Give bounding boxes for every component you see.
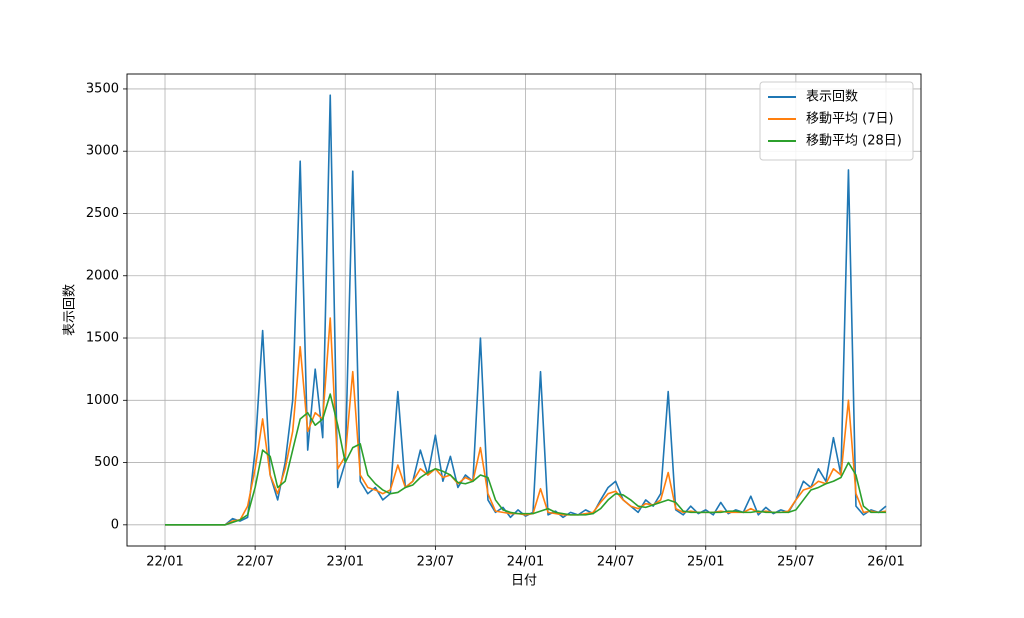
y-tick-label: 3500 xyxy=(86,81,119,96)
y-tick-label: 3000 xyxy=(86,144,119,159)
y-tick-label: 1500 xyxy=(86,331,119,346)
y-tick-label: 1000 xyxy=(86,393,119,408)
x-tick-label: 25/01 xyxy=(687,555,724,570)
y-axis-label: 表示回数 xyxy=(63,284,78,336)
data-line xyxy=(165,94,887,526)
y-tick-label: 0 xyxy=(111,517,119,532)
x-axis-label: 日付 xyxy=(511,574,537,589)
x-tick-label: 23/07 xyxy=(417,555,454,570)
legend-label: 移動平均 (28日) xyxy=(806,134,902,149)
x-tick-label: 22/07 xyxy=(236,555,273,570)
y-tick-label: 2500 xyxy=(86,206,119,221)
y-tick-label: 2000 xyxy=(86,268,119,283)
data-line xyxy=(165,317,887,526)
x-tick-label: 24/01 xyxy=(507,555,544,570)
legend-label: 移動平均 (7日) xyxy=(806,112,894,127)
x-tick-label: 22/01 xyxy=(146,555,183,570)
y-tick-label: 500 xyxy=(94,455,119,470)
axes-frame xyxy=(126,73,922,547)
x-tick-label: 26/01 xyxy=(867,555,904,570)
data-line xyxy=(165,393,886,526)
legend-label: 表示回数 xyxy=(806,90,858,105)
x-tick-label: 23/01 xyxy=(327,555,364,570)
x-tick-label: 25/07 xyxy=(777,555,814,570)
x-tick-label: 24/07 xyxy=(597,555,634,570)
legend-box xyxy=(759,81,914,161)
